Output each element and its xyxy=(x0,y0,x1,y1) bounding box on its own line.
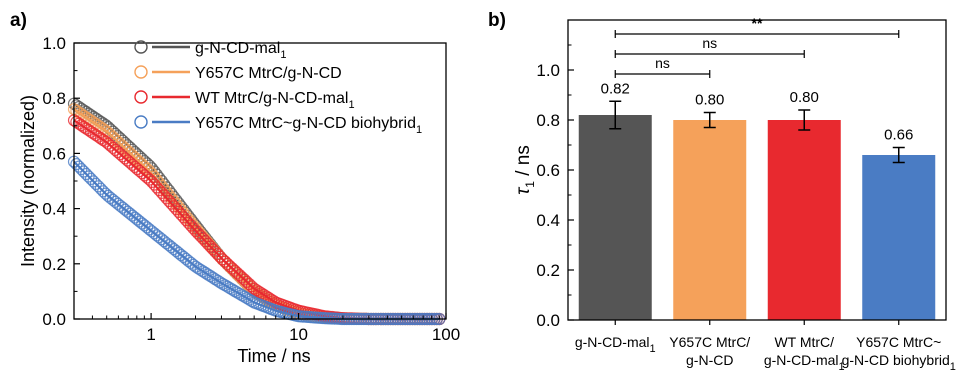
bar xyxy=(862,155,936,320)
y-axis-label: τ1 / ns xyxy=(513,145,537,195)
y-tick-label: 0.4 xyxy=(42,200,66,219)
legend-label: WT MtrC/g-N-CD-mal1 xyxy=(195,90,355,111)
x-tick-label: 100 xyxy=(432,325,460,344)
data-point xyxy=(238,273,251,286)
legend-marker xyxy=(134,115,148,129)
legend: g-N-CD-mal1 Y657C MtrC/g-N-CD WT MtrC/g-N-… xyxy=(134,40,422,136)
x-tick-label: 1 xyxy=(146,325,155,344)
y-tick-label: 0.6 xyxy=(536,161,560,180)
y-tick-label: 0.2 xyxy=(42,255,66,274)
legend-label: Y657C MtrC~g-N-CD biohybrid1 xyxy=(195,115,422,136)
data-label: 0.80 xyxy=(790,89,819,106)
panel-a-letter: a) xyxy=(10,10,27,31)
category-label: g-N-CD-mal1 xyxy=(575,334,656,355)
bar xyxy=(578,115,652,320)
legend-marker xyxy=(134,40,148,54)
y-tick-label: 0.0 xyxy=(536,311,560,330)
significance-label: ns xyxy=(702,35,717,51)
legend-marker xyxy=(134,65,148,79)
y-tick-label: 1.0 xyxy=(42,34,66,53)
y-tick-label: 0.2 xyxy=(536,261,560,280)
significance-label: ** xyxy=(752,15,763,31)
x-axis-label: Time / ns xyxy=(237,346,310,366)
data-label: 0.80 xyxy=(695,92,724,109)
y-tick-label: 0.8 xyxy=(42,89,66,108)
category-label: g-N-CD-mal1 xyxy=(764,352,845,371)
series-3 xyxy=(67,155,446,326)
category-label: Y657C MtrC~ xyxy=(856,334,941,350)
y-tick-label: 0.4 xyxy=(536,211,560,230)
panel-a-frame xyxy=(73,42,447,320)
category-label: WT MtrC/ xyxy=(774,334,834,350)
significance-label: ns xyxy=(655,55,670,71)
category-label: g-N-CD biohybrid1 xyxy=(842,352,956,371)
legend-label: g-N-CD-mal1 xyxy=(195,40,286,61)
bar xyxy=(767,120,841,320)
y-tick-label: 0.6 xyxy=(42,144,66,163)
bar xyxy=(673,120,747,320)
category-label: g-N-CD xyxy=(686,352,733,368)
y-tick-label: 0.8 xyxy=(536,111,560,130)
panel-a-plot: 0.0 0.2 0.4 0.6 0.8 1.0 1 10 100 Time / ns Intensi… xyxy=(18,34,460,366)
x-tick-label: 10 xyxy=(289,325,308,344)
data-label: 0.66 xyxy=(884,127,913,144)
panel-b-letter: b) xyxy=(488,10,506,31)
data-point xyxy=(226,262,239,275)
data-point xyxy=(218,255,232,268)
y-tick-label: 1.0 xyxy=(536,61,560,80)
y-axis-label: Intensity (normalized) xyxy=(18,95,38,267)
legend-marker xyxy=(134,90,148,104)
data-label: 0.82 xyxy=(601,80,630,97)
y-tick-label: 0.0 xyxy=(42,310,66,329)
legend-label: Y657C MtrC/g-N-CD xyxy=(195,65,342,82)
category-label: Y657C MtrC/ xyxy=(669,334,750,350)
